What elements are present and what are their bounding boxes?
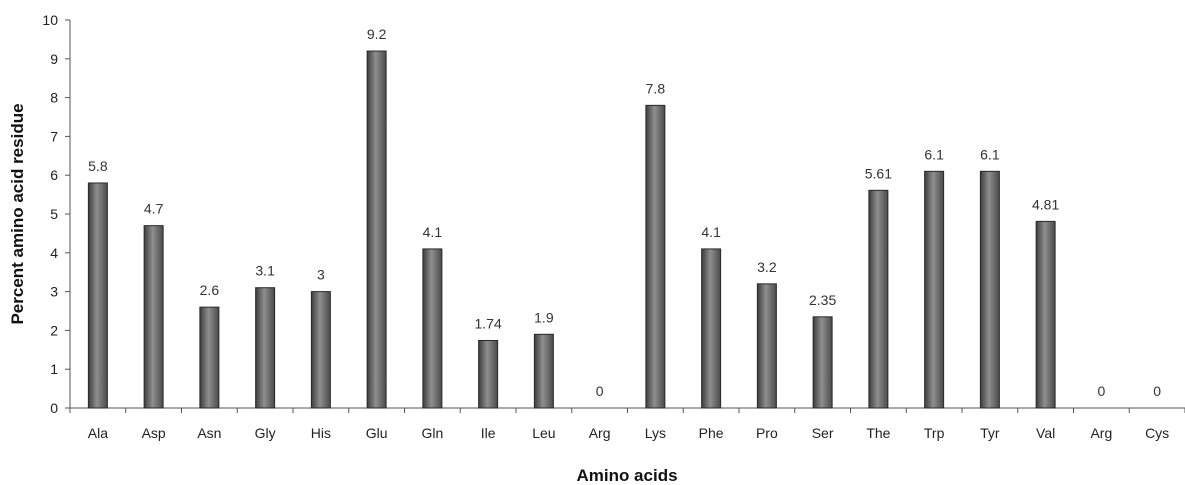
y-tick-label: 2: [50, 322, 58, 338]
x-ticks: Ala Asp Asn Gly His Glu Gln Ile Leu Arg Lys Phe Pro S…: [70, 408, 1185, 441]
data-label: 0: [1153, 383, 1161, 399]
y-tick-label: 7: [50, 128, 58, 144]
data-label: 1.9: [534, 309, 554, 325]
x-tick-label: Asp: [142, 425, 166, 441]
data-label: 5.61: [865, 165, 892, 181]
x-tick-label: Gly: [255, 425, 276, 441]
bar-glu: [367, 51, 386, 408]
x-tick-label: The: [866, 425, 890, 441]
data-label: 2.6: [200, 282, 220, 298]
x-tick-label: Gln: [421, 425, 443, 441]
bar-leu: [534, 334, 553, 408]
data-label: 7.8: [646, 80, 666, 96]
bar-phe: [702, 249, 721, 408]
y-axis-title: Percent amino acid residue: [8, 103, 27, 324]
x-tick-label: Phe: [699, 425, 724, 441]
x-axis-title: Amino acids: [576, 466, 677, 485]
y-ticks: 0 1 2 3 4 5 6 7 8 9 10: [42, 12, 70, 416]
x-tick-label: Tyr: [980, 425, 1000, 441]
x-tick-label: Trp: [924, 425, 945, 441]
bar-ala: [88, 183, 107, 408]
data-label: 5.8: [88, 158, 108, 174]
y-tick-label: 9: [50, 51, 58, 67]
bar-lys: [646, 105, 665, 408]
data-label: 4.1: [701, 224, 721, 240]
y-tick-label: 4: [50, 245, 58, 261]
data-label: 0: [1097, 383, 1105, 399]
bar-ile: [479, 340, 498, 408]
data-label: 2.35: [809, 292, 836, 308]
bar-asp: [144, 226, 163, 408]
bar-trp: [925, 171, 944, 408]
x-tick-label: Lys: [645, 425, 666, 441]
data-label: 3.1: [255, 263, 275, 279]
x-tick-label: Asn: [197, 425, 221, 441]
x-tick-label: His: [311, 425, 331, 441]
data-labels: 5.8 4.7 2.6 3.1 3 9.2 4.1 1.74 1.9 0 7.8 4.1 3.2 2.35…: [88, 26, 1161, 399]
y-tick-label: 1: [50, 361, 58, 377]
bar-tyr: [980, 171, 999, 408]
bar-his: [311, 292, 330, 408]
axes: [70, 20, 1185, 408]
x-tick-label: Ser: [812, 425, 834, 441]
y-tick-label: 10: [42, 12, 58, 28]
bar-val: [1036, 221, 1055, 408]
bar-the: [869, 190, 888, 408]
x-tick-label: Glu: [366, 425, 388, 441]
data-label: 6.1: [980, 146, 1000, 162]
x-tick-label: Cys: [1145, 425, 1169, 441]
bar-asn: [200, 307, 219, 408]
x-tick-label: Leu: [532, 425, 555, 441]
bars: [88, 51, 1055, 408]
data-label: 1.74: [475, 315, 502, 331]
bar-gln: [423, 249, 442, 408]
data-label: 3: [317, 267, 325, 283]
bar-gly: [256, 288, 275, 408]
y-tick-label: 3: [50, 284, 58, 300]
y-tick-label: 6: [50, 167, 58, 183]
data-label: 9.2: [367, 26, 387, 42]
data-label: 3.2: [757, 259, 777, 275]
y-tick-label: 0: [50, 400, 58, 416]
bar-pro: [757, 284, 776, 408]
y-tick-label: 8: [50, 90, 58, 106]
y-tick-label: 5: [50, 206, 58, 222]
data-label: 4.81: [1032, 196, 1059, 212]
x-tick-label: Arg: [589, 425, 611, 441]
x-tick-label: Val: [1036, 425, 1055, 441]
bar-ser: [813, 317, 832, 408]
x-tick-label: Ala: [88, 425, 108, 441]
data-label: 0: [596, 383, 604, 399]
x-tick-label: Pro: [756, 425, 778, 441]
data-label: 4.1: [423, 224, 443, 240]
data-label: 4.7: [144, 201, 164, 217]
x-tick-label: Arg: [1090, 425, 1112, 441]
x-tick-label: Ile: [481, 425, 496, 441]
data-label: 6.1: [924, 146, 944, 162]
